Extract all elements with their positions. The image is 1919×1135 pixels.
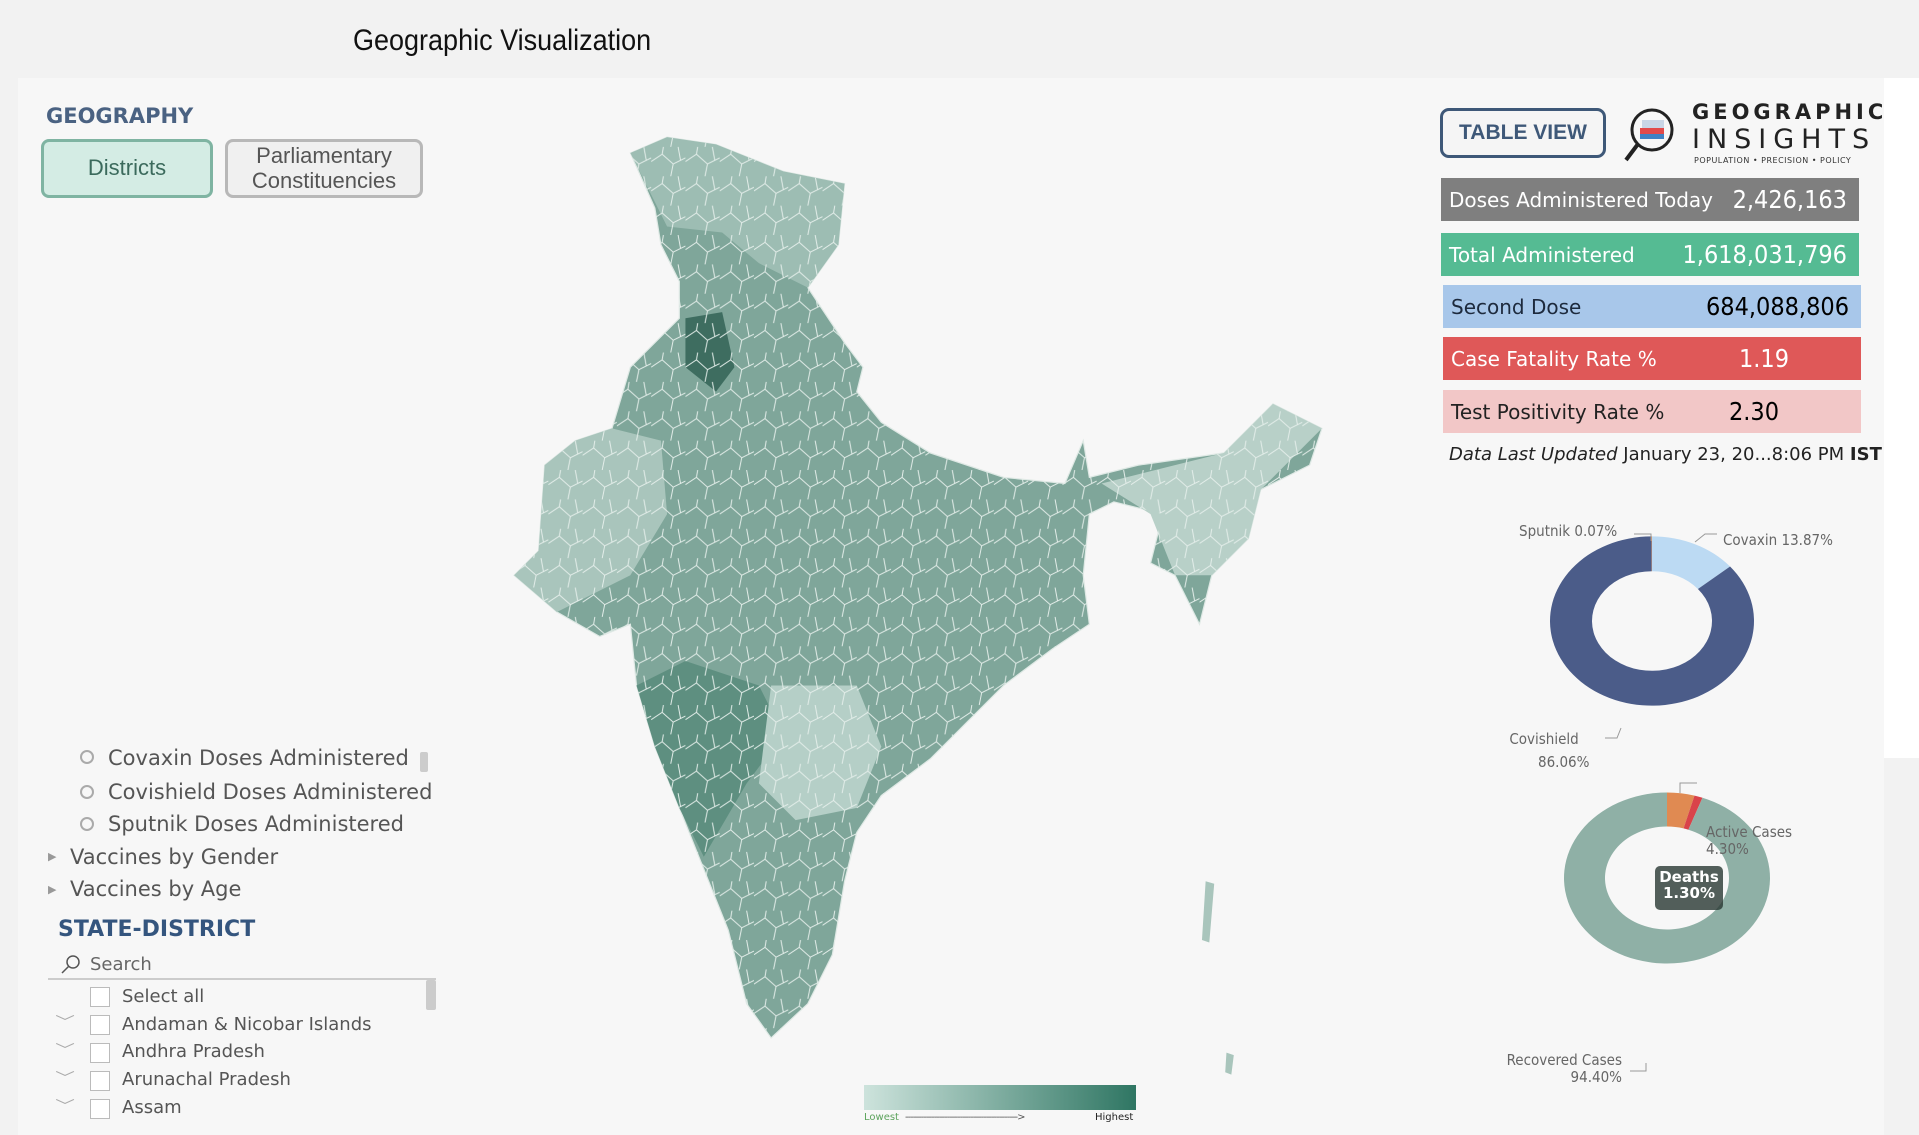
magnifier-logo-icon (1624, 108, 1674, 162)
state-district-label: STATE-DISTRICT (58, 917, 256, 942)
data-last-updated: Data Last Updated January 23, 20...8:06 … (1449, 444, 1882, 465)
active-cases-name: Active Cases (1706, 823, 1793, 841)
state-item[interactable]: Arunachal Pradesh (122, 1069, 291, 1090)
state-item[interactable]: Andaman & Nicobar Islands (122, 1014, 372, 1035)
slice-active-cases[interactable] (1667, 792, 1695, 829)
kpi-second-dose: Second Dose 684,088,806 (1443, 285, 1861, 328)
expand-triangle-icon[interactable]: ▶ (48, 883, 57, 896)
state-checkbox[interactable] (90, 1015, 110, 1035)
recovered-label: Recovered Cases 94.40% (1487, 1052, 1622, 1085)
kpi-doses-today: Doses Administered Today 2,426,163 (1441, 178, 1859, 221)
radio-covishield[interactable] (80, 785, 94, 799)
logo-line2: INSIGHTS (1692, 124, 1877, 155)
state-item[interactable]: Assam (122, 1097, 182, 1118)
legend-low-label: Lowest (864, 1112, 899, 1123)
kpi-value: 2.30 (1728, 397, 1779, 426)
state-district-search[interactable]: Search (48, 950, 436, 980)
select-all-checkbox[interactable] (90, 987, 110, 1007)
updated-label: Data Last Updated (1449, 444, 1618, 465)
active-cases-label: Active Cases 4.30% (1706, 824, 1792, 857)
covaxin-label: Covaxin 13.87% (1723, 531, 1833, 549)
state-checkbox[interactable] (90, 1099, 110, 1119)
covishield-label: Covishield (1499, 731, 1589, 748)
kpi-label: Second Dose (1451, 294, 1582, 319)
deaths-name: Deaths (1659, 868, 1719, 886)
kpi-value: 2,426,163 (1732, 185, 1847, 214)
metric-option-covaxin[interactable]: Covaxin Doses Administered (0, 748, 460, 770)
slice-covishield[interactable] (1550, 536, 1754, 706)
metric-option-covishield[interactable]: Covishield Doses Administered (108, 780, 433, 804)
districts-button[interactable]: Districts (41, 139, 213, 198)
select-all-label[interactable]: Select all (122, 986, 205, 1007)
sputnik-label: Sputnik 0.07% (1519, 522, 1618, 540)
metric-scrollbar[interactable] (420, 752, 428, 772)
recovered-pct: 94.40% (1570, 1067, 1622, 1086)
chevron-down-icon[interactable]: ﹀ (55, 1043, 75, 1059)
option-label: Covaxin Doses Administered (108, 748, 409, 770)
chevron-down-icon[interactable]: ﹀ (55, 1071, 75, 1087)
metric-option-sputnik[interactable]: Sputnik Doses Administered (108, 812, 404, 836)
state-checkbox[interactable] (90, 1043, 110, 1063)
kpi-total-administered: Total Administered 1,618,031,796 (1441, 233, 1859, 276)
side-strip (1884, 78, 1919, 758)
kpi-test-positivity-rate: Test Positivity Rate % 2.30 (1443, 390, 1861, 433)
kpi-case-fatality-rate: Case Fatality Rate % 1.19 (1443, 337, 1861, 380)
radio-icon[interactable] (80, 750, 94, 764)
parliamentary-constituencies-button[interactable]: Parliamentary Constituencies (225, 139, 423, 198)
state-checkbox[interactable] (90, 1071, 110, 1091)
state-item[interactable]: Andhra Pradesh (122, 1041, 265, 1062)
deaths-data-label: Deaths 1.30% (1655, 866, 1723, 910)
table-view-button[interactable]: TABLE VIEW (1440, 108, 1606, 158)
slice-covaxin[interactable] (1652, 536, 1731, 589)
geography-label: GEOGRAPHY (46, 104, 194, 128)
slice-deaths[interactable] (1683, 795, 1703, 830)
covishield-pct: 86.06% (1538, 753, 1590, 771)
kpi-label: Total Administered (1449, 242, 1635, 267)
recovered-name: Recovered Cases (1506, 1051, 1622, 1069)
legend-high-label: Highest (1095, 1112, 1134, 1123)
kpi-value: 1,618,031,796 (1682, 240, 1848, 269)
updated-timezone: IST (1849, 444, 1882, 465)
kpi-label: Test Positivity Rate % (1451, 399, 1665, 424)
expand-triangle-icon[interactable]: ▶ (48, 850, 57, 863)
updated-value: January 23, 20...8:06 PM (1623, 444, 1845, 465)
state-list-scrollbar[interactable] (426, 980, 436, 1010)
covishield-name: Covishield (1509, 730, 1579, 748)
legend-arrow: ----------------------------------------… (905, 1112, 1026, 1123)
search-placeholder: Search (90, 954, 152, 975)
slice-recovered-cases[interactable] (1564, 792, 1770, 964)
page-title: Geographic Visualization (353, 24, 652, 57)
case-status-donut (1564, 792, 1770, 964)
group-vaccines-by-gender[interactable]: Vaccines by Gender (70, 845, 279, 869)
vaccine-share-donut (1550, 536, 1754, 706)
group-vaccines-by-age[interactable]: Vaccines by Age (70, 877, 242, 901)
logo-line1: GEOGRAPHIC (1692, 100, 1888, 124)
deaths-pct: 1.30% (1662, 883, 1716, 902)
logo-tagline: POPULATION • PRECISION • POLICY (1694, 156, 1852, 165)
kpi-value: 1.19 (1738, 344, 1789, 373)
geographic-insights-logo: GEOGRAPHIC INSIGHTS POPULATION • PRECISI… (1622, 100, 1883, 170)
search-icon (61, 955, 80, 974)
map-legend-gradient (864, 1085, 1136, 1110)
active-cases-pct: 4.30% (1706, 839, 1749, 858)
kpi-value: 684,088,806 (1705, 292, 1849, 321)
kpi-label: Case Fatality Rate % (1451, 346, 1657, 371)
kpi-label: Doses Administered Today (1449, 187, 1713, 212)
chevron-down-icon[interactable]: ﹀ (55, 1015, 75, 1031)
chevron-down-icon[interactable]: ﹀ (55, 1099, 75, 1115)
radio-sputnik[interactable] (80, 817, 94, 831)
